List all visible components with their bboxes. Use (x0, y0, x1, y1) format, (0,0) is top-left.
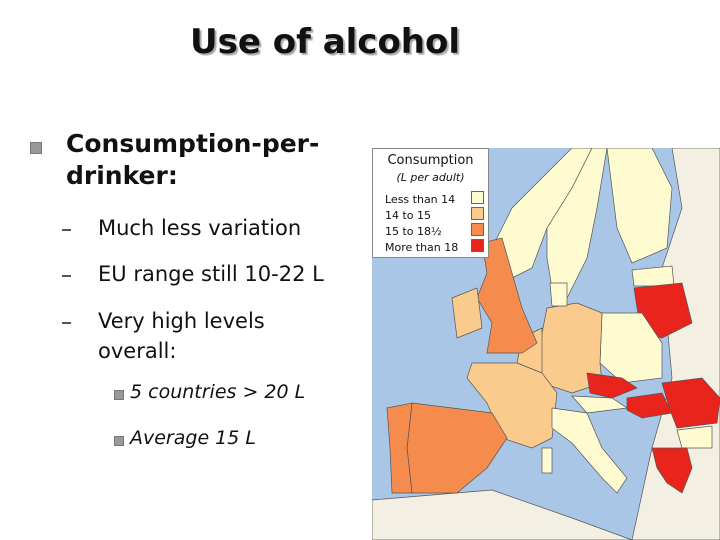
sub-bullet: Much less variation (98, 216, 302, 240)
legend-item: 14 to 15 (385, 209, 432, 222)
country (541, 447, 553, 474)
dash (62, 275, 71, 277)
country (549, 282, 568, 307)
bullet-marker (114, 436, 124, 446)
map (372, 148, 720, 540)
title: Use of alcohol (189, 22, 461, 62)
legend-item: Less than 14 (385, 193, 456, 206)
country (586, 372, 638, 399)
country (661, 377, 720, 429)
country (551, 407, 628, 494)
legend-swatch (471, 223, 484, 236)
sub-sub-bullet: 5 countries > 20 L (130, 381, 306, 403)
bullet-marker (114, 390, 124, 400)
legend-item: 15 to 18½ (385, 225, 442, 238)
country (651, 447, 693, 494)
non-eu-land (372, 489, 633, 540)
country (546, 148, 608, 299)
dash (62, 322, 71, 324)
legend-subtitle: (L per adult) (396, 171, 465, 184)
country (451, 287, 483, 339)
legend-swatch (471, 207, 484, 220)
legend-item: More than 18 (385, 241, 459, 254)
bullet-marker (30, 142, 42, 154)
bullet: Consumption-per-drinker: (66, 129, 320, 190)
legend-swatch (471, 239, 484, 252)
legend-swatch (471, 191, 484, 204)
country (676, 425, 713, 449)
dash (62, 229, 71, 231)
country (626, 392, 673, 419)
country (466, 362, 558, 449)
legend-title: Consumption (387, 153, 474, 168)
country (386, 402, 413, 494)
sub-sub-bullet: Average 15 L (130, 427, 256, 449)
sub-bullet: Very high levels overall: (98, 309, 265, 363)
legend: Consumption (L per adult) Less than 14 1… (372, 148, 489, 258)
country (606, 148, 673, 264)
country (476, 237, 538, 354)
sub-bullet: EU range still 10-22 L (98, 262, 324, 286)
